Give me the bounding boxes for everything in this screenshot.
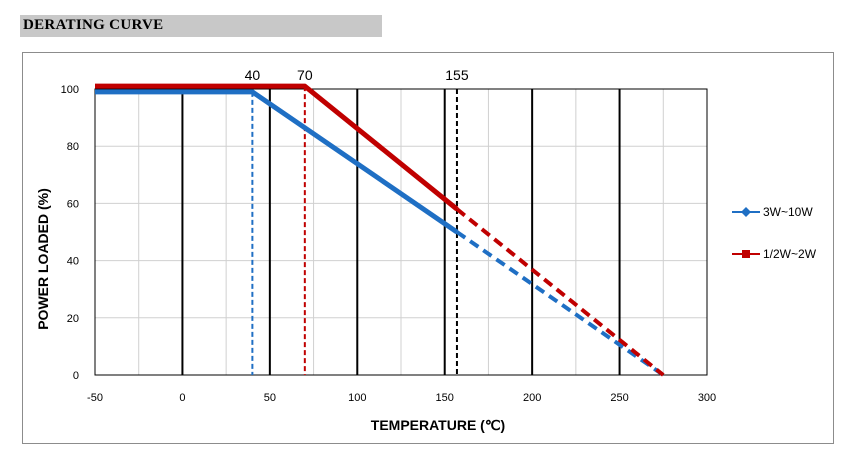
page-title: DERATING CURVE (23, 17, 164, 33)
x-tick-label: 50 (264, 392, 276, 404)
reference-lines (251, 86, 458, 375)
chart-frame (22, 52, 834, 444)
y-tick-label: 60 (67, 198, 79, 210)
legend: 3W~10W 1/2W~2W (732, 205, 817, 261)
legend-label: 1/2W~2W (763, 247, 817, 261)
reference-label: 70 (297, 67, 313, 83)
legend-diamond-marker (741, 207, 751, 217)
reference-annotations: 40 70 155 (245, 67, 469, 83)
y-tick-label: 40 (67, 256, 79, 268)
y-tick-labels: 0 20 40 60 80 100 (61, 84, 79, 382)
x-tick-label: 100 (348, 392, 366, 404)
series-line-dashed (455, 207, 665, 377)
x-tick-label: 250 (610, 392, 628, 404)
y-tick-label: 80 (67, 141, 79, 153)
x-axis-title: TEMPERATURE (℃) (371, 417, 505, 433)
series-lines (95, 83, 665, 377)
x-tick-label: 0 (179, 392, 185, 404)
x-tick-label: -50 (87, 392, 103, 404)
x-tick-label: 200 (523, 392, 541, 404)
x-tick-label: 300 (698, 392, 716, 404)
major-grid (181, 89, 621, 375)
minor-grid (95, 89, 707, 375)
reference-label: 155 (445, 67, 469, 83)
y-tick-label: 100 (61, 84, 79, 96)
header-bar: DERATING CURVE (20, 15, 382, 37)
legend-label: 3W~10W (763, 205, 813, 219)
series-line-solid (95, 89, 459, 235)
y-tick-label: 0 (73, 370, 79, 382)
series-line-solid (95, 83, 459, 212)
legend-square-marker (742, 250, 750, 258)
series-line-dashed (455, 230, 665, 377)
reference-label: 40 (245, 67, 261, 83)
x-tick-label: 150 (436, 392, 454, 404)
x-tick-labels: -50 0 50 100 150 200 250 300 (87, 392, 716, 404)
y-tick-label: 20 (67, 313, 79, 325)
plot-area-border (94, 88, 708, 376)
y-axis-title: POWER LOADED (%) (35, 188, 51, 330)
